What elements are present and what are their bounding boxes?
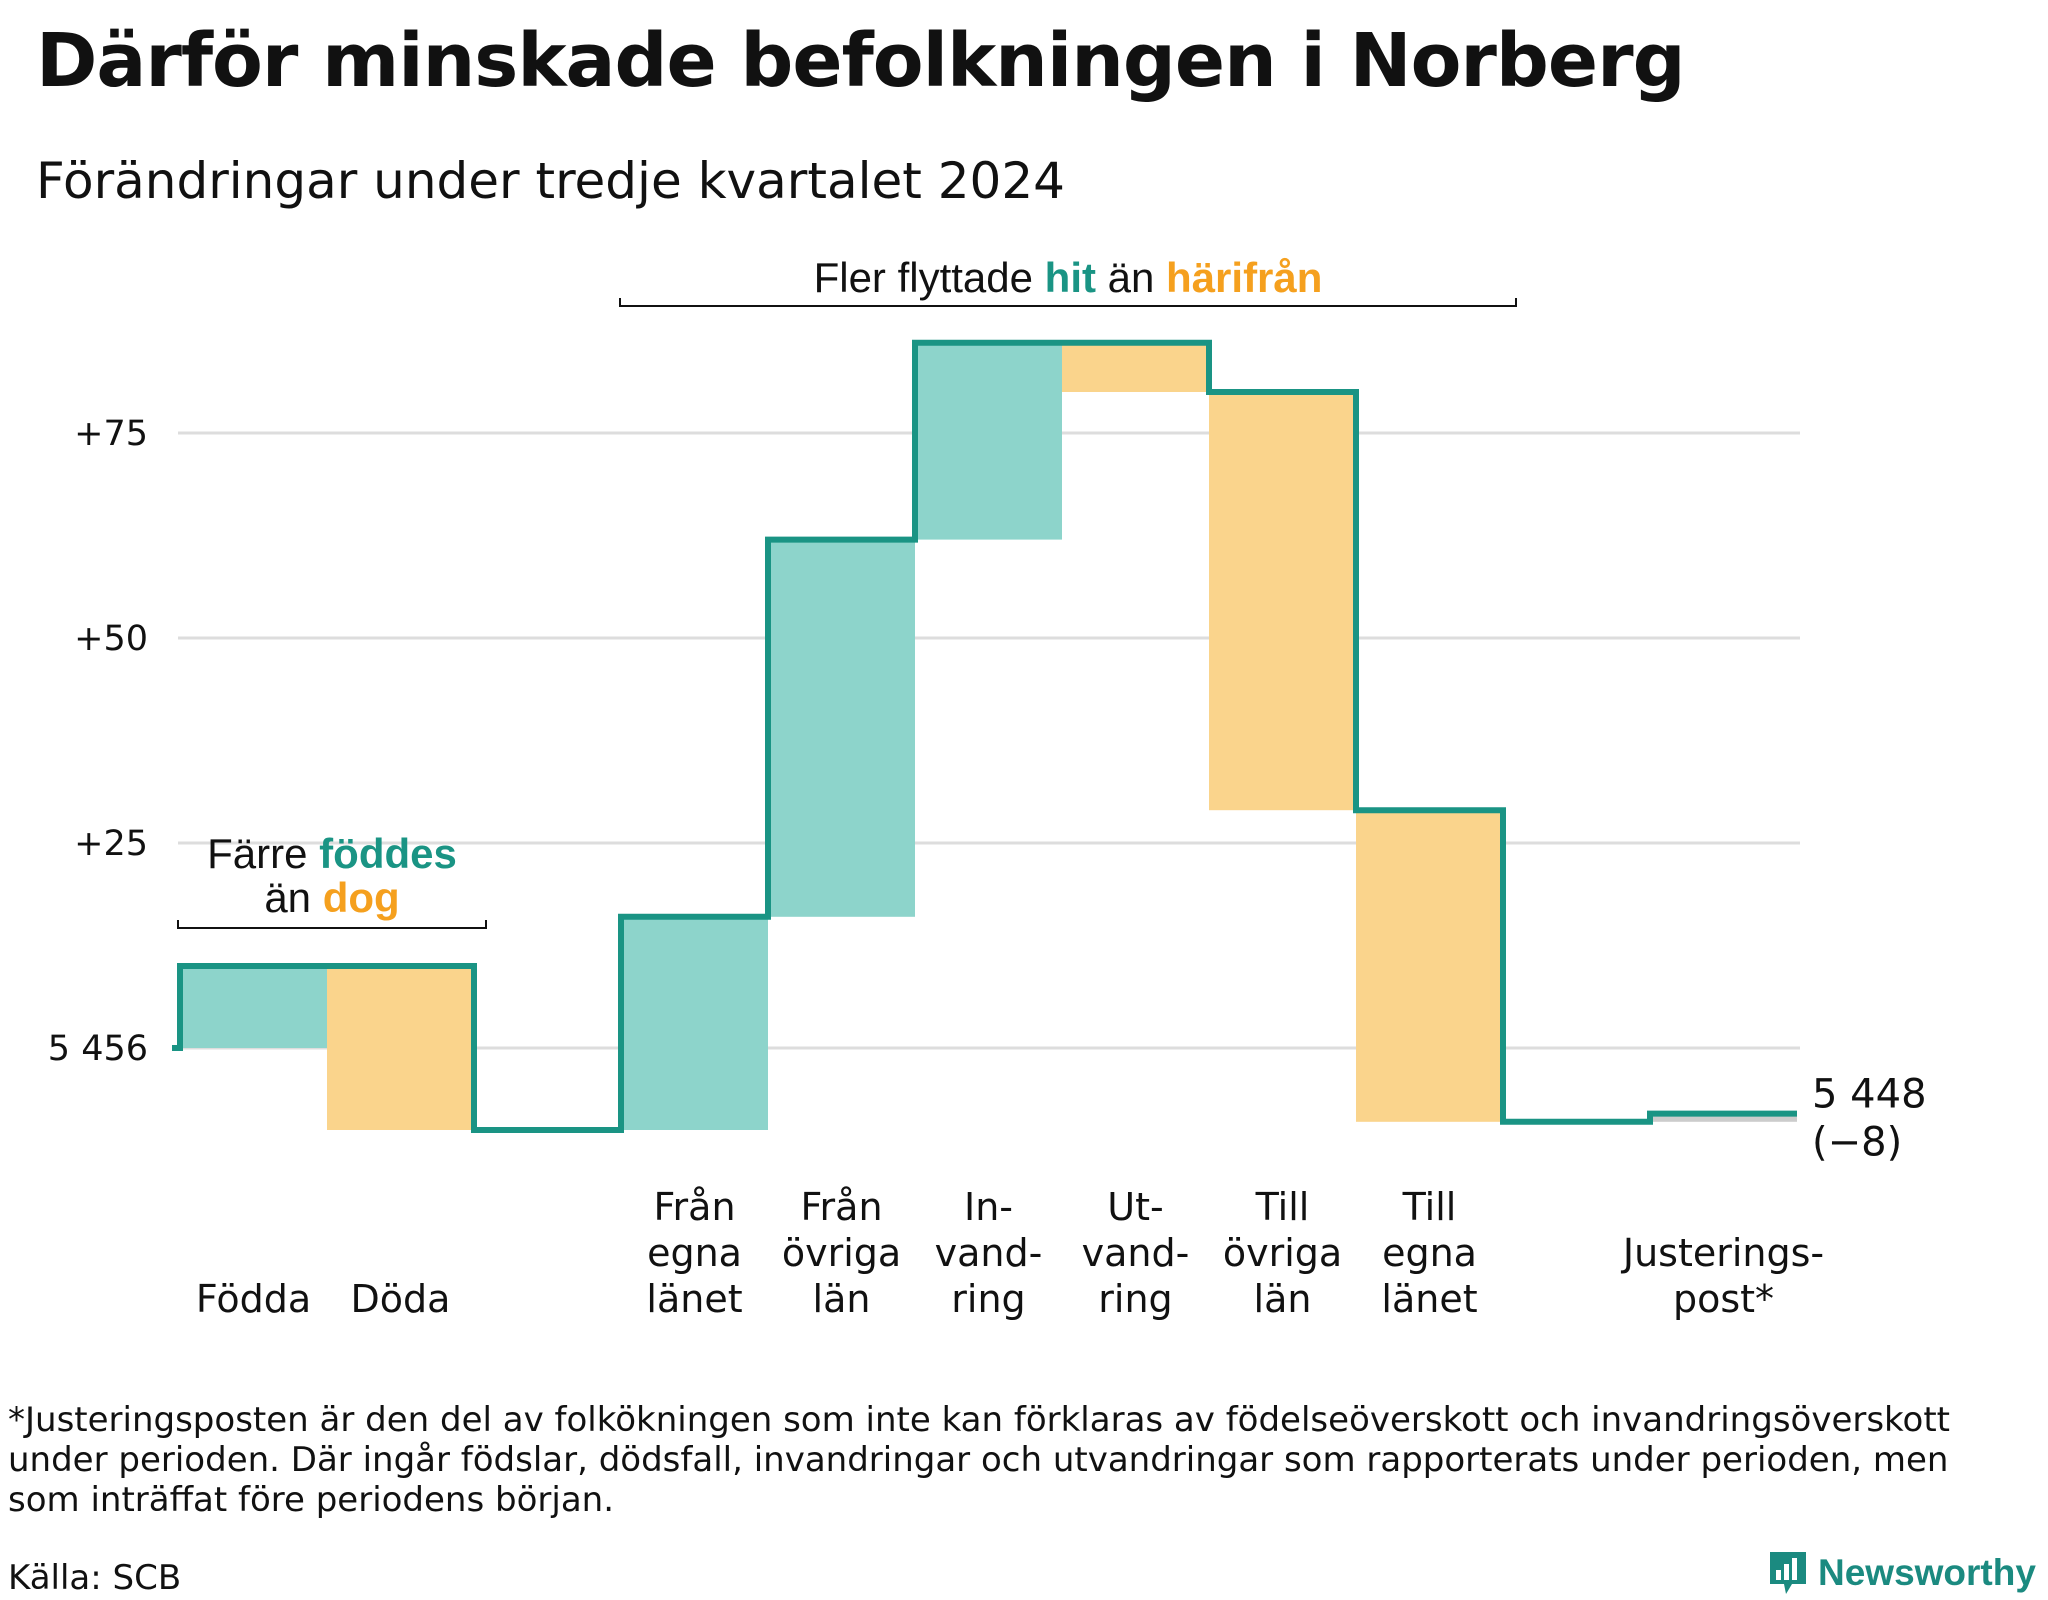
- births-annotation-line-2: än dog: [264, 874, 399, 921]
- bar-från-övriga-län: [768, 539, 915, 917]
- category-label: län: [813, 1277, 871, 1321]
- category-label: Till: [1255, 1185, 1310, 1229]
- category-label: In-: [964, 1185, 1013, 1229]
- category-label: Döda: [351, 1277, 451, 1321]
- y-tick-label: 5 456: [48, 1029, 148, 1069]
- category-label: Från: [653, 1185, 735, 1229]
- y-tick-label: +25: [74, 824, 148, 864]
- migration-bracket: [619, 298, 1517, 307]
- chart-subtitle: Förändringar under tredje kvartalet 2024: [36, 152, 1065, 210]
- brand-name: Newsworthy: [1818, 1552, 2036, 1593]
- migration-annotation: Fler flyttade hit än härifrån: [814, 254, 1323, 301]
- category-label: övriga: [782, 1231, 901, 1275]
- chart-title: Därför minskade befolkningen i Norberg: [36, 18, 1686, 104]
- bar-utvandring: [1062, 342, 1209, 392]
- category-label: vand-: [935, 1231, 1043, 1275]
- end-value-label: 5 448: [1812, 1072, 1927, 1118]
- bar-från-egna-länet: [621, 916, 768, 1130]
- category-label: län: [1254, 1277, 1312, 1321]
- category-label: post*: [1673, 1277, 1774, 1321]
- category-label: vand-: [1082, 1231, 1190, 1275]
- category-label: Justerings-: [1621, 1231, 1824, 1275]
- category-label: Från: [800, 1185, 882, 1229]
- category-label: länet: [646, 1277, 742, 1321]
- bars: [180, 342, 1797, 1130]
- brand-logo: Newsworthy: [1768, 1550, 2036, 1596]
- footnote-line-1: *Justeringsposten är den del av folkökni…: [8, 1400, 1951, 1440]
- bar-döda: [327, 966, 474, 1130]
- category-label: Födda: [196, 1277, 311, 1321]
- cumulative-step-line: [172, 339, 1797, 1133]
- footnote: *Justeringsposten är den del av folkökni…: [8, 1400, 1950, 1520]
- category-label: egna: [647, 1231, 742, 1275]
- category-label: ring: [1098, 1277, 1172, 1321]
- end-change-label: (−8): [1812, 1120, 1902, 1166]
- category-label: ring: [951, 1277, 1025, 1321]
- category-label: länet: [1381, 1277, 1477, 1321]
- bar-invandring: [915, 342, 1062, 540]
- bar-till-övriga-län: [1209, 392, 1356, 811]
- category-label: övriga: [1223, 1231, 1342, 1275]
- bar-födda: [180, 966, 327, 1048]
- step-line: [172, 339, 1797, 1133]
- y-tick-label: +50: [74, 619, 148, 659]
- births-bracket: [177, 920, 487, 929]
- bar-justeringspost-: [1650, 1113, 1797, 1122]
- category-label: egna: [1382, 1231, 1477, 1275]
- category-label: Till: [1402, 1185, 1457, 1229]
- source-label: Källa: SCB: [8, 1558, 182, 1598]
- newsworthy-icon: [1768, 1550, 1808, 1596]
- bar-till-egna-länet: [1356, 810, 1503, 1122]
- footnote-line-2: under perioden. Där ingår födslar, dödsf…: [8, 1440, 1949, 1480]
- y-tick-label: +75: [74, 414, 148, 454]
- footnote-line-3: som inträffat före periodens början.: [8, 1480, 615, 1520]
- births-annotation-line-1: Färre föddes: [207, 830, 457, 877]
- category-label: Ut-: [1107, 1185, 1163, 1229]
